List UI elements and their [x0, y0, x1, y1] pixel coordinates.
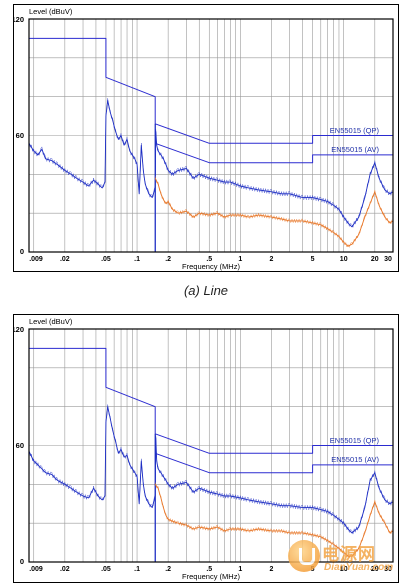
x-tick-label: .009	[29, 256, 43, 263]
x-tick-label: 20	[371, 566, 379, 573]
x-tick-label: .5	[206, 256, 212, 263]
av-limit-label: EN55015 (AV)	[331, 455, 379, 464]
y-tick-label: 60	[16, 441, 24, 450]
watermark-domain-text: DianYuan.com	[324, 562, 394, 573]
average-trace-ripple	[154, 176, 393, 249]
y-axis-label: Level (dBuV)	[29, 7, 73, 16]
x-tick-label: .1	[134, 566, 140, 573]
x-axis-label: Frequency (MHz)	[182, 262, 240, 271]
watermark-chinese-text: 电源网	[322, 545, 376, 565]
quasi-peak-trace-ripple	[28, 404, 393, 536]
x-tick-label: 5	[311, 566, 315, 573]
x-tick-label: 2	[270, 256, 274, 263]
x-tick-label: 10	[340, 256, 348, 263]
x-axis-label: Frequency (MHz)	[182, 572, 240, 581]
chart-svg: Level (dBuV) 0 60 120 .009.02.05.1.2.5 1 2…	[13, 4, 399, 272]
plot-frame	[28, 18, 394, 253]
x-tick-label: 30	[384, 256, 392, 263]
x-tick-label: .009	[29, 566, 43, 573]
quasi-peak-trace-ripple	[28, 98, 393, 229]
x-tick-label: .2	[165, 566, 171, 573]
x-tick-label: .2	[165, 256, 171, 263]
y-tick-label: 120	[13, 15, 24, 24]
emi-chart-line: Level (dBuV) 0 60 120 .009.02.05.1.2.5 1 2…	[13, 4, 399, 272]
av-limit-line	[155, 452, 393, 474]
traces	[28, 37, 394, 252]
x-tick-label: .05	[101, 566, 111, 573]
x-tick-labels: .009 .02 .05 .1 .2 .5 1 2 5 10 20 30	[29, 256, 392, 263]
x-tick-label: .02	[60, 566, 70, 573]
x-tick-label: 1	[238, 256, 242, 263]
qp-limit-label: EN55015 (QP)	[330, 436, 380, 445]
av-limit-line	[155, 142, 393, 164]
qp-limit-line	[29, 37, 393, 144]
figure-caption: (a) Line	[183, 283, 229, 298]
chart-svg: Level (dBuV) 0 60 120 .009.02.05.1.2.5 1 2…	[13, 314, 399, 583]
x-tick-labels: .009 .02 .05 .1 .2 .5 1 2 5 10 20 30	[29, 566, 392, 573]
qp-limit-label: EN55015 (QP)	[330, 126, 380, 135]
average-trace	[154, 484, 394, 557]
chart-frame	[13, 4, 399, 272]
av-limit-label: EN55015 (AV)	[331, 145, 379, 154]
y-tick-label: 0	[20, 557, 24, 566]
traces	[28, 347, 394, 562]
y-tick-label: 60	[16, 131, 24, 140]
average-trace-ripple	[154, 482, 393, 559]
average-trace	[154, 177, 394, 247]
power-plug-logo-icon	[288, 540, 320, 572]
x-tick-label: .1	[134, 256, 140, 263]
y-axis-label: Level (dBuV)	[29, 317, 73, 326]
qp-limit-line	[29, 347, 393, 454]
x-tick-label: 30	[384, 566, 392, 573]
x-tick-label: 1	[238, 566, 242, 573]
y-tick-label: 0	[20, 247, 24, 256]
emi-chart-neutral: Level (dBuV) 0 60 120 .009.02.05.1.2.5 1 2…	[13, 314, 399, 583]
x-tick-label: 10	[340, 566, 348, 573]
x-tick-label: .05	[101, 256, 111, 263]
y-tick-label: 120	[13, 325, 24, 334]
x-tick-label: 2	[270, 566, 274, 573]
x-tick-label: 5	[311, 256, 315, 263]
x-tick-label: 20	[371, 256, 379, 263]
x-tick-label: .02	[60, 256, 70, 263]
chart-frame	[13, 314, 399, 583]
x-tick-label: .5	[206, 566, 212, 573]
site-watermark: 电源网 DianYuan.com	[284, 538, 404, 580]
plot-frame	[28, 328, 394, 563]
